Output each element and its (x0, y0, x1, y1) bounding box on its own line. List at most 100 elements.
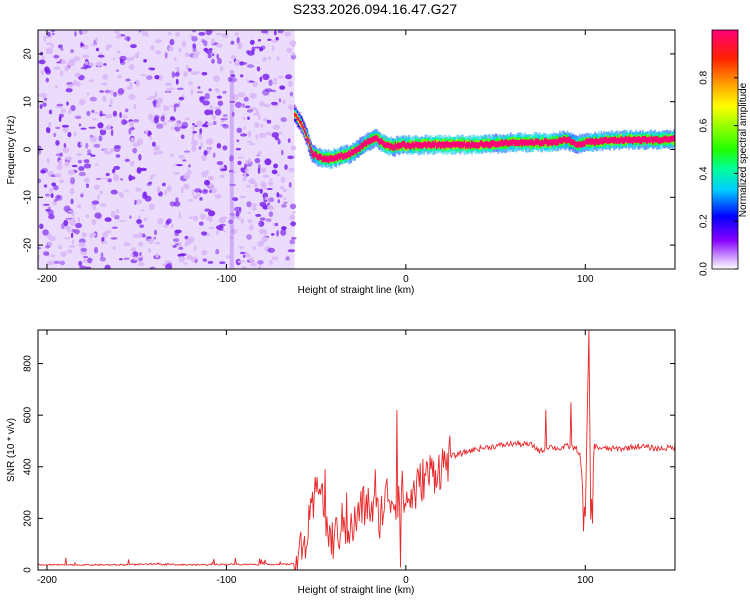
noise-blob (89, 134, 94, 138)
ridge-cell (349, 151, 351, 156)
noise-blob (292, 52, 296, 56)
noise-blob (184, 117, 190, 121)
noise-blob (112, 110, 117, 117)
ridge-cell (330, 155, 332, 162)
noise-blob (78, 123, 82, 127)
noise-blob (245, 160, 249, 165)
ridge-cell (457, 143, 459, 147)
noise-blob (247, 211, 251, 215)
noise-blob (217, 100, 224, 107)
noise-blob (221, 216, 228, 220)
ridge-cell (336, 154, 339, 161)
noise-blob (215, 43, 223, 48)
noise-blob (47, 209, 54, 216)
ridge-cell (403, 143, 405, 148)
ridge-cell (463, 141, 466, 146)
noise-blob (273, 30, 277, 36)
noise-blob (147, 238, 154, 244)
noise-blob (139, 224, 145, 229)
noise-blob (123, 189, 130, 192)
noise-blob (244, 163, 247, 170)
noise-blob (99, 190, 103, 195)
ridge-cell (451, 142, 453, 146)
noise-blob (74, 115, 82, 120)
noise-blob (208, 210, 216, 217)
noise-blob (176, 87, 184, 91)
ridge-cell (297, 117, 300, 121)
ridge-cell (552, 141, 555, 145)
ridge-cell (456, 141, 458, 146)
noise-blob (153, 145, 160, 152)
ridge-cell (640, 138, 643, 145)
ridge-cell (474, 144, 477, 148)
x-tick-label: 0 (403, 575, 409, 586)
ridge-cell (379, 138, 381, 143)
ridge-cell (443, 143, 446, 150)
ridge-cell (443, 142, 446, 146)
ridge-cell (361, 143, 364, 147)
ridge-cell (447, 143, 449, 147)
noise-blob (67, 210, 75, 213)
noise-blob (266, 188, 273, 190)
x-tick-label: -100 (216, 274, 236, 285)
noise-blob (147, 113, 154, 121)
ridge-cell (521, 140, 523, 147)
ridge-cell (549, 139, 551, 143)
noise-blob (142, 194, 148, 200)
ridge-cell (665, 137, 668, 142)
ridge-cell (315, 153, 317, 158)
noise-blob (149, 266, 156, 269)
noise-blob (171, 71, 175, 78)
noise-blob (67, 131, 72, 138)
noise-blob (66, 84, 75, 87)
noise-blob (175, 122, 182, 128)
ridge-cell (483, 143, 486, 148)
noise-blob (129, 81, 133, 88)
ridge-cell (554, 140, 556, 145)
noise-blob (164, 260, 172, 263)
noise-blob (255, 213, 262, 217)
ridge-cell (508, 141, 511, 146)
ridge-cell (547, 140, 550, 147)
noise-blob (92, 118, 97, 121)
ridge-cell (304, 129, 306, 134)
noise-blob (290, 54, 297, 60)
ridge-cell (560, 140, 562, 144)
noise-blob (216, 230, 219, 236)
noise-blob (222, 145, 228, 151)
ridge-cell (582, 140, 585, 144)
noise-blob (204, 92, 210, 100)
noise-blob (61, 222, 65, 230)
noise-blob (267, 38, 272, 41)
ridge-cell (319, 155, 321, 159)
noise-blob (180, 134, 185, 140)
noise-blob (208, 48, 213, 51)
noise-blob (281, 226, 287, 231)
noise-blob (280, 117, 288, 122)
noise-blob (188, 164, 191, 168)
ridge-cell (359, 145, 361, 152)
noise-blob (217, 57, 222, 65)
ridge-cell (371, 136, 374, 141)
noise-blob (125, 78, 131, 82)
noise-blob (181, 40, 187, 47)
noise-blob (90, 43, 97, 47)
noise-blob (164, 82, 172, 86)
ridge-cell (441, 143, 443, 148)
noise-blob (287, 80, 293, 88)
ridge-cell (613, 137, 615, 142)
noise-blob (129, 160, 135, 167)
noise-blob (244, 105, 251, 109)
ridge-cell (340, 153, 343, 158)
noise-blob (244, 168, 249, 174)
ridge-cell (419, 143, 422, 147)
noise-blob (45, 244, 51, 249)
noise-blob (242, 254, 246, 258)
ridge-cell (589, 139, 591, 143)
noise-blob (216, 161, 224, 166)
noise-blob (43, 251, 50, 256)
noise-blob (46, 42, 53, 46)
noise-blob (91, 200, 100, 205)
ridge-cell (301, 124, 304, 128)
noise-blob (103, 63, 107, 66)
